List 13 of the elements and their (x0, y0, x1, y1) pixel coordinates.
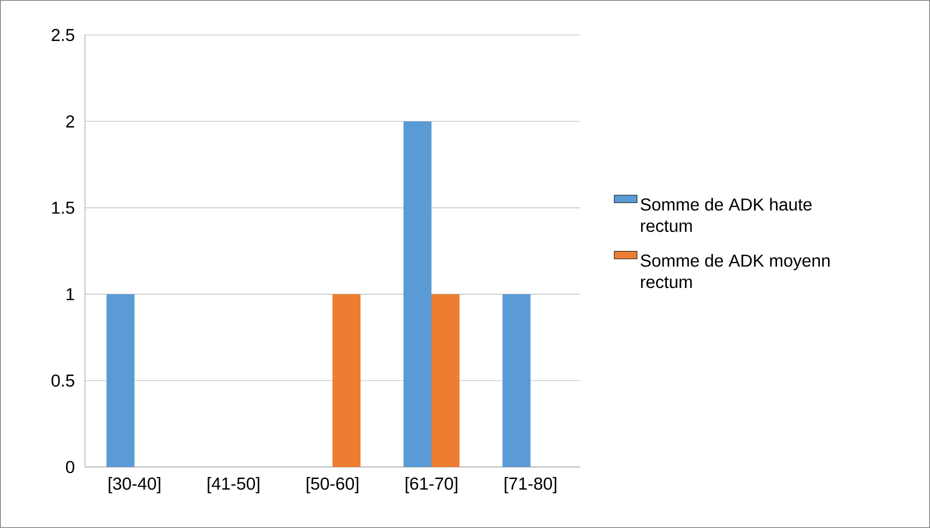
x-tick-label: [71-80] (504, 477, 556, 494)
x-tick-label: [41-50] (208, 477, 260, 494)
legend-label: Somme de ADK moyenn rectum (640, 254, 830, 288)
legend-label: Somme de ADK haute rectum (640, 198, 812, 232)
y-tick-label: 1.5 (52, 202, 74, 214)
y-tick-label: 0 (66, 460, 74, 474)
y-tick-label: 2 (66, 115, 74, 128)
y-tick-label: 1 (66, 288, 74, 300)
y-tick-label: 0.5 (52, 374, 74, 387)
y-tick-label: 2.5 (52, 28, 74, 42)
x-tick-label: [30-40] (108, 477, 160, 494)
x-tick-label: [61-70] (406, 477, 458, 494)
x-tick-label: [50-60] (306, 477, 358, 494)
